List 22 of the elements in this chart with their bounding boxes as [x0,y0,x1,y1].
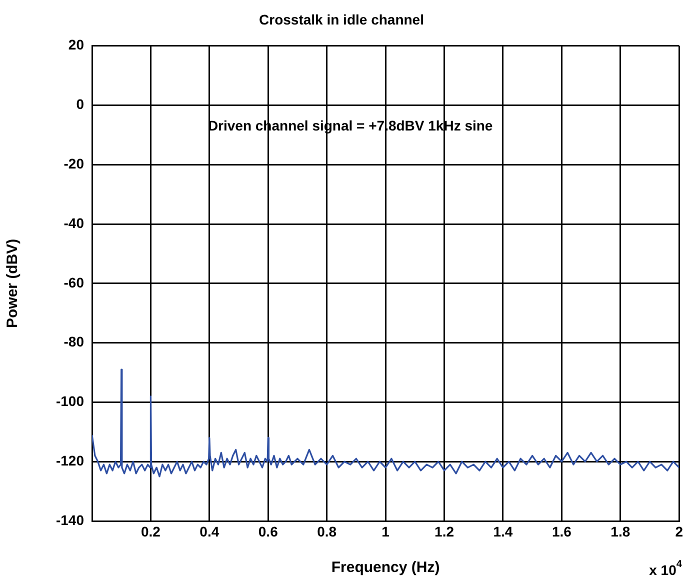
x-tick-label: 1.8 [610,523,630,540]
x-tick-label: 0.4 [200,523,220,540]
y-tick-label: -120 [56,452,84,468]
x-tick-label: 1 [382,523,390,540]
y-tick-label: -80 [64,334,84,350]
y-axis-title: Power (dBV) [4,238,22,328]
x-tick-label: 0.2 [140,523,161,540]
y-tick-label: 0 [76,96,84,112]
y-tick-label: 20 [68,36,84,53]
y-tick-label: -40 [64,214,84,231]
x-tick-label: 1.6 [552,523,572,540]
x-tick-label: 1.2 [434,523,454,540]
x-tick-label: 1.4 [493,523,513,540]
x-axis-title: Frequency (Hz) [331,559,440,576]
x-tick-label: 2 [675,523,684,540]
x-tick-label: 0.8 [317,523,337,540]
y-tick-label: -60 [64,274,84,290]
y-tick-label: -100 [56,393,84,410]
y-tick-label: -20 [64,155,84,172]
chart-title: Crosstalk in idle channel [259,11,424,28]
y-tick-label: -140 [56,512,84,528]
x-tick-label: 0.6 [258,523,278,540]
